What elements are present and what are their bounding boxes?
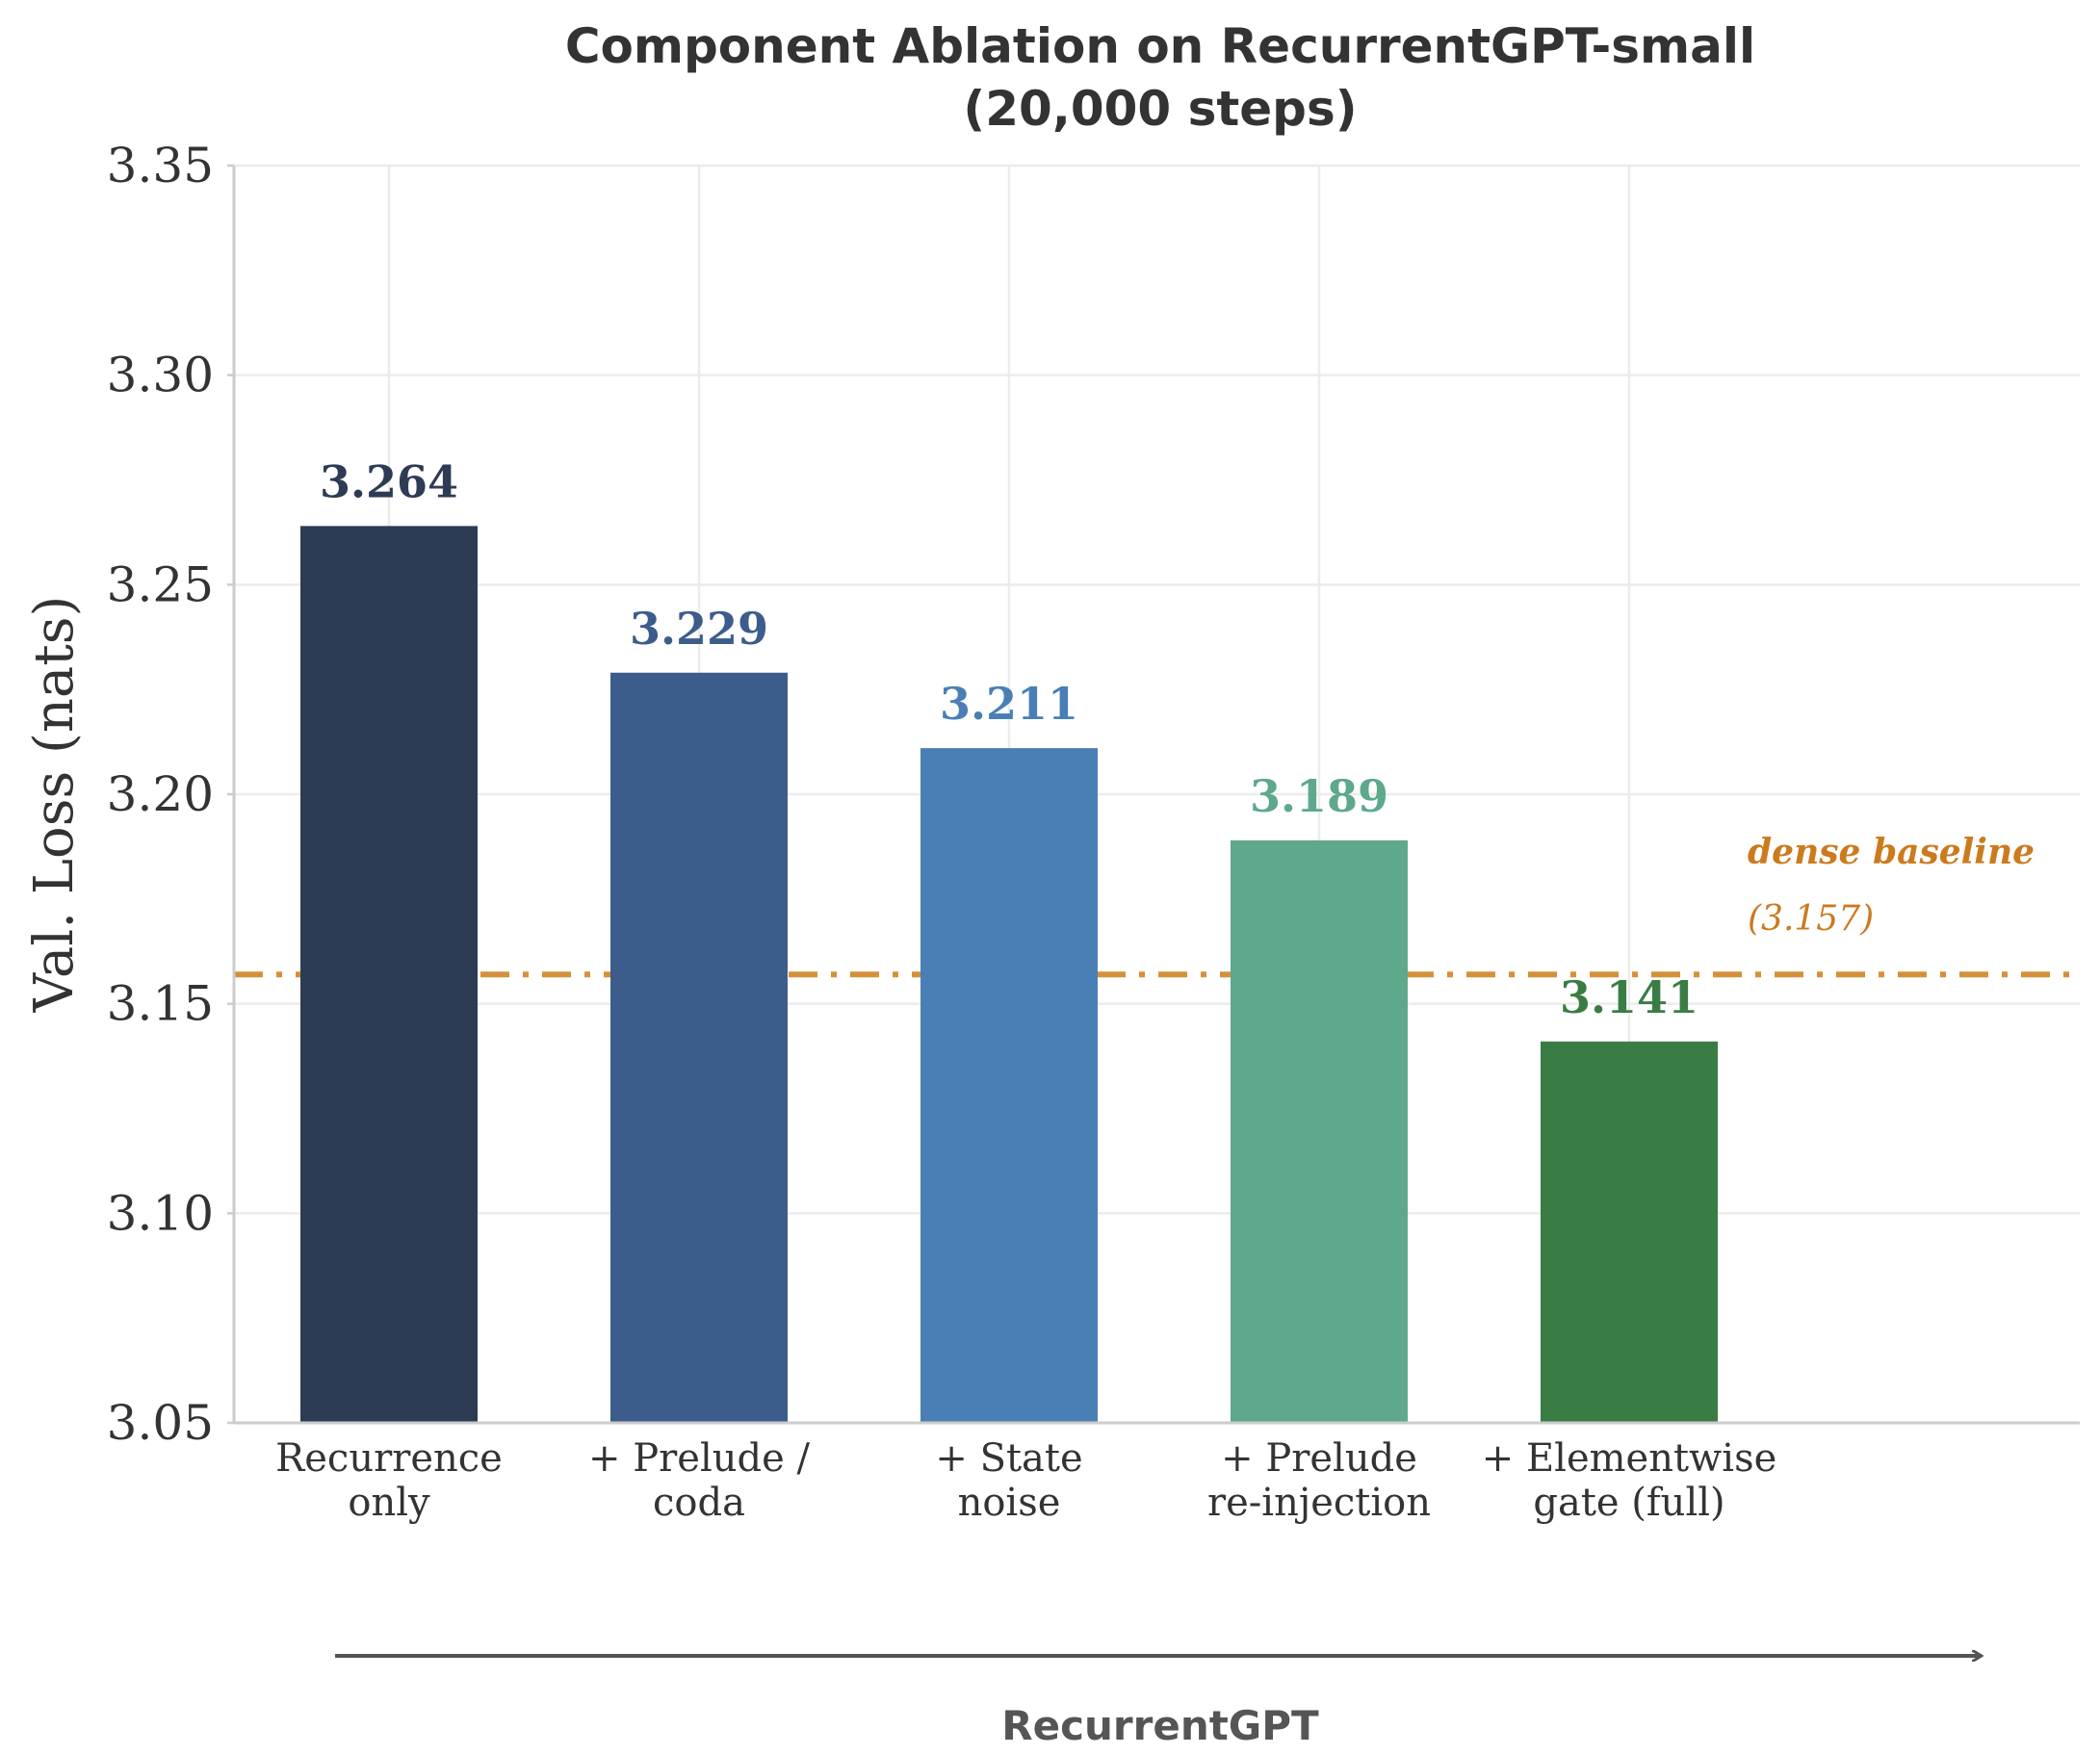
y-tick-label: 3.30 [107,348,214,403]
chart-title: Component Ablation on RecurrentGPT-small [565,18,1755,74]
x-tick-label: + Elementwise [1482,1436,1777,1481]
x-tick-label: + Prelude [1221,1436,1417,1481]
bar [1231,839,1408,1423]
bar [1541,1041,1718,1423]
bar [300,526,478,1423]
grid [227,164,2080,1425]
y-tick-label: 3.05 [107,1395,214,1451]
x-tick-label: + Prelude / [588,1436,810,1481]
y-tick-label: 3.25 [107,556,214,612]
bar-value-label: 3.189 [1250,770,1388,822]
x-tick-label: Recurrence [275,1436,503,1481]
bar-value-label: 3.229 [630,603,768,655]
bars [300,526,1718,1423]
x-tick-label: gate (full) [1533,1481,1724,1525]
y-tick-labels: 3.05 3.10 3.15 3.20 3.25 3.30 3.35 [107,138,214,1451]
y-axis-label: Val. Loss (nats) [23,596,86,1014]
bar-value-label: 3.264 [320,455,458,507]
chart-subtitle: (20,000 steps) [963,81,1357,137]
x-axis-label: RecurrentGPT [1001,1702,1319,1749]
data-labels: 3.264 3.229 3.211 3.189 3.141 [320,455,1698,1022]
x-tick-label: + State [935,1436,1082,1481]
bar [610,672,788,1423]
axes [232,166,2080,1425]
bar [920,748,1098,1423]
x-tick-label: re-injection [1207,1481,1431,1525]
reference-line-label: dense baseline [1748,832,2035,872]
y-tick-label: 3.35 [107,138,214,194]
bar-value-label: 3.141 [1560,971,1698,1023]
y-tick-label: 3.10 [107,1185,214,1241]
reference-line-value: (3.157) [1748,899,1874,939]
x-tick-label: coda [653,1481,745,1525]
bar-value-label: 3.211 [940,678,1078,730]
x-tick-label: noise [958,1481,1061,1525]
y-tick-label: 3.20 [107,766,214,822]
y-tick-label: 3.15 [107,976,214,1032]
x-tick-label: only [348,1481,430,1525]
